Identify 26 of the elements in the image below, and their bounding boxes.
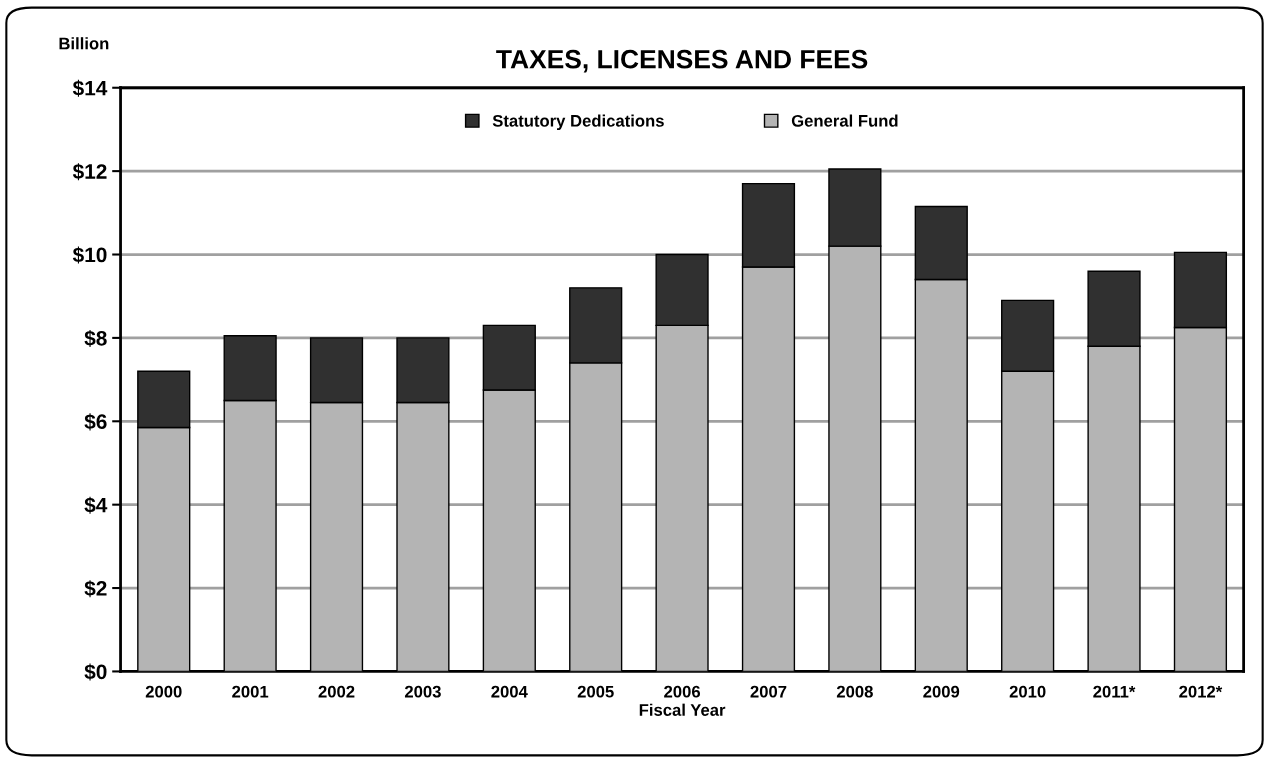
y-tick-label: $6 — [84, 413, 107, 431]
x-tick-label: 2007 — [750, 685, 787, 698]
x-tick-label: 2001 — [232, 685, 269, 698]
x-tick-label: 2011* — [1093, 685, 1136, 698]
y-tick-label: $10 — [72, 246, 107, 264]
x-tick-label: 2004 — [491, 685, 528, 698]
y-tick-label: $8 — [84, 329, 107, 347]
x-tick-label: 2010 — [1009, 685, 1046, 698]
y-tick-label: $2 — [84, 580, 107, 598]
x-tick-label: 2008 — [836, 685, 873, 698]
legend-label: General Fund — [791, 114, 898, 127]
x-tick-label: 2006 — [664, 685, 701, 698]
y-tick-label: $12 — [72, 163, 107, 181]
x-tick-label: 2000 — [145, 685, 182, 698]
y-tick-label: $14 — [72, 79, 108, 97]
y-tick-label: $0 — [84, 663, 107, 681]
y-axis-title: Billion — [59, 37, 109, 50]
x-axis-title: Fiscal Year — [639, 703, 726, 716]
x-tick-label: 2005 — [577, 685, 614, 698]
y-tick-label: $4 — [84, 496, 108, 514]
x-tick-label: 2003 — [404, 685, 441, 698]
chart-title: TAXES, LICENSES AND FEES — [496, 49, 868, 73]
x-tick-label: 2009 — [923, 685, 960, 698]
x-tick-label: 2002 — [318, 685, 355, 698]
x-tick-label: 2012* — [1179, 685, 1223, 698]
legend-label: Statutory Dedications — [492, 114, 664, 131]
